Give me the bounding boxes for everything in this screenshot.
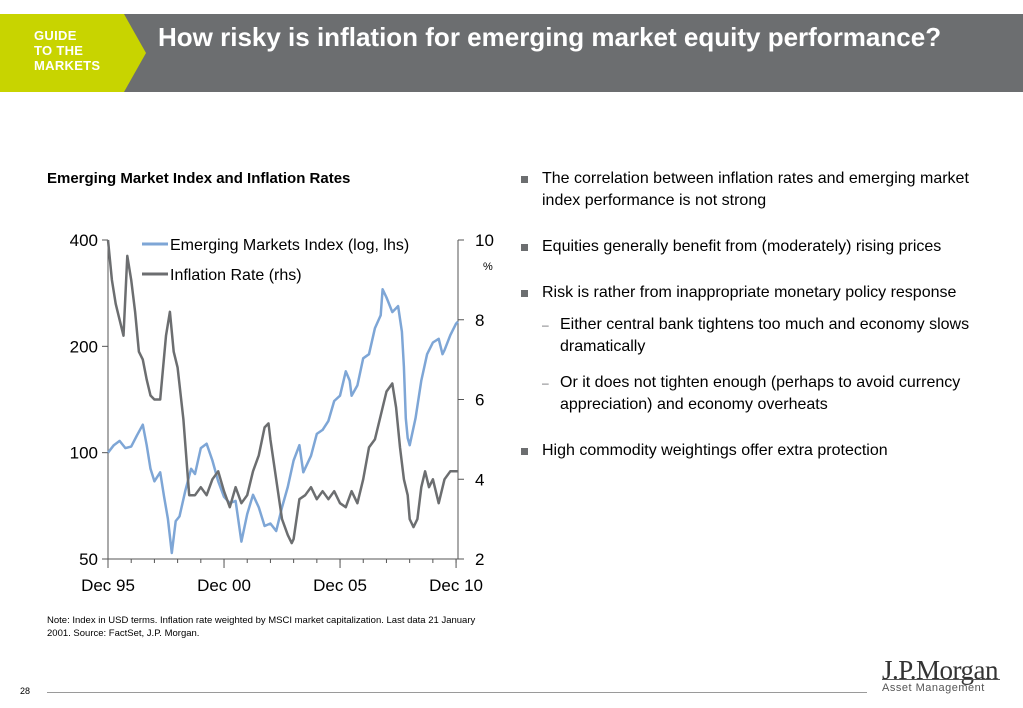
right-axis-unit: % <box>483 261 493 273</box>
bullet-item: The correlation between inflation rates … <box>520 168 990 212</box>
bullet-text: Risk is rather from inappropriate moneta… <box>542 284 957 301</box>
x-tick-label: Dec 05 <box>313 576 367 595</box>
left-axis: 50 100 200 400 <box>70 231 109 569</box>
bullet-square-icon <box>521 448 528 455</box>
bullet-text: High commodity weightings offer extra pr… <box>542 442 888 459</box>
sub-bullet-item: – Either central bank tightens too much a… <box>542 314 990 358</box>
sub-bullet-list: – Either central bank tightens too much a… <box>542 314 990 416</box>
page-title: How risky is inflation for emerging mark… <box>158 22 942 52</box>
chart-legend: Emerging Markets Index (log, lhs) Inflati… <box>142 237 409 284</box>
bullet-square-icon <box>521 244 528 251</box>
x-tick-label: Dec 00 <box>197 576 251 595</box>
guide-badge-shape <box>0 14 146 92</box>
left-tick-label: 200 <box>70 337 98 356</box>
page-number: 28 <box>20 686 31 696</box>
bullet-square-icon <box>521 176 528 183</box>
sub-bullet-text: Either central bank tightens too much an… <box>560 316 970 355</box>
left-tick-label: 400 <box>70 231 98 250</box>
chart-lines <box>106 239 459 555</box>
emerging-markets-index-line <box>107 288 459 555</box>
dash-icon: – <box>542 376 549 390</box>
right-tick-label: 4 <box>475 470 484 489</box>
logo-divider <box>882 679 1000 680</box>
header-bar <box>0 14 1023 92</box>
left-tick-label: 100 <box>70 444 98 463</box>
legend-label: Inflation Rate (rhs) <box>170 267 302 284</box>
bullet-item: Risk is rather from inappropriate moneta… <box>520 282 990 416</box>
x-tick-label: Dec 10 <box>429 576 483 595</box>
x-axis: Dec 95 Dec 00 Dec 05 Dec 10 <box>81 558 483 595</box>
footer-divider <box>47 692 867 693</box>
left-tick-label: 50 <box>79 550 98 569</box>
right-tick-label: 8 <box>475 311 484 330</box>
right-axis: 2 4 6 8 10% <box>457 231 494 569</box>
guide-badge-text: GUIDE TO THE MARKETS <box>34 28 101 73</box>
sub-bullet-text: Or it does not tighten enough (perhaps t… <box>560 374 961 413</box>
bullet-list: The correlation between inflation rates … <box>520 168 990 486</box>
guide-badge <box>0 14 146 92</box>
chart-title: Emerging Market Index and Inflation Rate… <box>47 170 351 187</box>
bullet-text: Equities generally benefit from (moderat… <box>542 238 942 255</box>
bullet-square-icon <box>521 290 528 297</box>
inflation-rate-line <box>106 239 458 545</box>
right-tick-label: 10 <box>475 231 494 250</box>
bullet-item: Equities generally benefit from (moderat… <box>520 236 990 258</box>
right-tick-label: 6 <box>475 391 484 410</box>
jpmorgan-logo: J.P.Morgan <box>882 655 999 685</box>
chart-note: Note: Index in USD terms. Inflation rate… <box>47 615 476 639</box>
bullet-text: The correlation between inflation rates … <box>542 170 969 209</box>
right-tick-label: 2 <box>475 550 484 569</box>
legend-label: Emerging Markets Index (log, lhs) <box>170 237 409 254</box>
bullet-item: High commodity weightings offer extra pr… <box>520 440 990 462</box>
logo-subtitle: Asset Management <box>882 682 985 694</box>
x-tick-label: Dec 95 <box>81 576 135 595</box>
dash-icon: – <box>542 318 549 332</box>
sub-bullet-item: – Or it does not tighten enough (perhaps … <box>542 372 990 416</box>
